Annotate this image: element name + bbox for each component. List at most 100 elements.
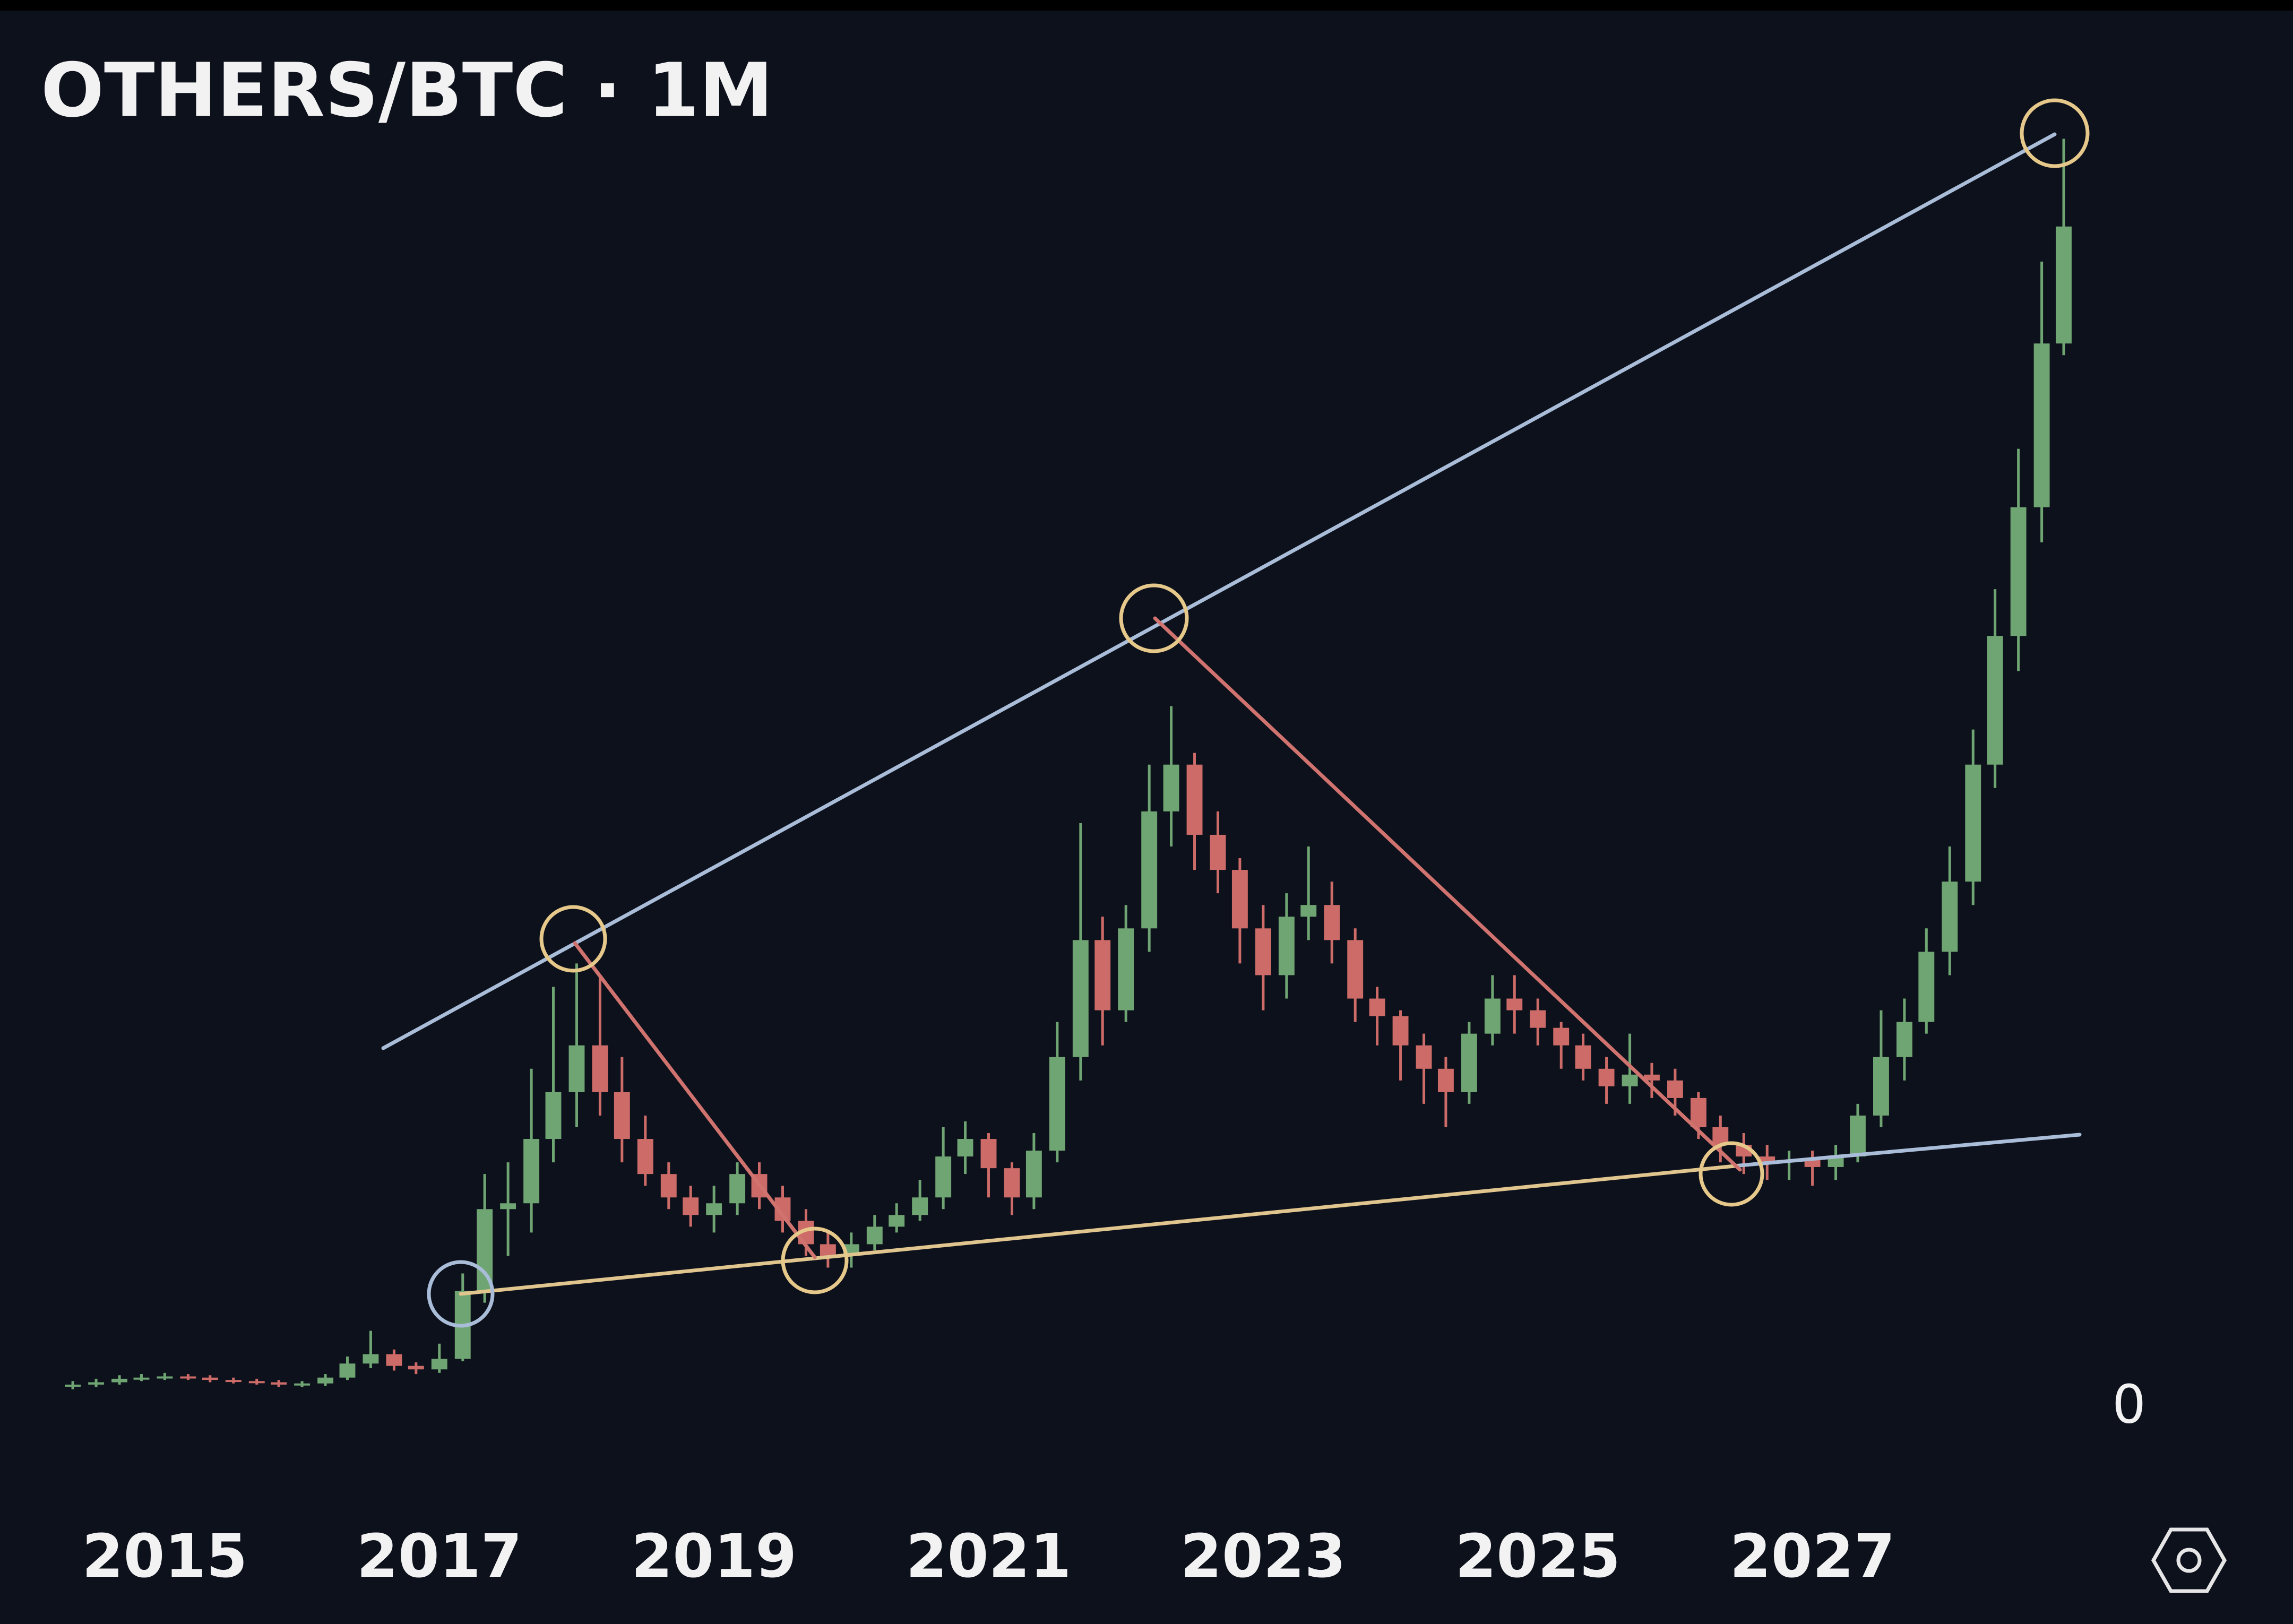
candle-body [1392, 1016, 1409, 1046]
candle-body [248, 1381, 265, 1384]
marker-circle [2020, 98, 2090, 168]
candle-body [2010, 507, 2027, 636]
upper-trendline [381, 132, 2057, 1050]
x-tick-label: 2017 [357, 1522, 522, 1591]
candle-body [866, 1226, 883, 1245]
candles [65, 139, 2072, 1389]
trendlines [381, 132, 2082, 1296]
candle-body [1461, 1033, 1477, 1092]
candle-body [133, 1377, 150, 1380]
candle-body [1987, 636, 2003, 765]
axes: 2015 2017 2019 2021 2023 2025 2027 0 [82, 1373, 2146, 1591]
candle-body [317, 1377, 334, 1384]
candle-body [1163, 764, 1179, 811]
candle-body [1873, 1057, 1889, 1116]
candle-body [180, 1376, 196, 1379]
candle-body [1575, 1045, 1591, 1069]
candle-body [1506, 998, 1523, 1010]
candle-body [706, 1203, 722, 1215]
candle-body [592, 1045, 608, 1092]
candle-body [1255, 928, 1271, 975]
candle-body [1437, 1068, 1454, 1092]
marker-circle [539, 905, 607, 973]
candle-body [1530, 1010, 1546, 1028]
x-tick-label: 2027 [1730, 1522, 1895, 1591]
candle-body [1690, 1098, 1706, 1127]
candle-body [568, 1045, 585, 1092]
hexagon [2151, 1527, 2227, 1593]
marker-circle [1119, 583, 1189, 653]
candle-body [1622, 1074, 1638, 1086]
candle-body [1072, 940, 1089, 1057]
candle-body [1347, 940, 1364, 999]
candle-body [271, 1382, 287, 1385]
candle-body [1896, 1022, 1912, 1057]
candle-body [431, 1359, 447, 1370]
candle-body [1025, 1151, 1042, 1198]
lower-trendline [459, 1163, 1742, 1296]
candle-body [1827, 1156, 1844, 1167]
y-tick-label: 0 [2112, 1373, 2146, 1435]
candle-body [1004, 1168, 1020, 1198]
candle-body [1598, 1068, 1615, 1086]
candle-body [1049, 1057, 1065, 1151]
candle-body [500, 1203, 516, 1210]
x-tick-label: 2015 [82, 1522, 248, 1591]
candle-body [1644, 1074, 1660, 1081]
top-strip [0, 0, 2293, 11]
candle-body [1416, 1045, 1432, 1069]
candle-body [88, 1382, 105, 1385]
lower-trendline-extension [1738, 1133, 2082, 1168]
marker-circle [781, 1226, 849, 1294]
candle-body [2033, 343, 2050, 507]
candle-body [202, 1377, 218, 1380]
candle-body [660, 1174, 677, 1198]
candle-body [980, 1139, 997, 1169]
candle-body [1369, 998, 1385, 1016]
candle-body [614, 1092, 630, 1139]
candle-body [820, 1244, 836, 1256]
candle-body [157, 1376, 173, 1379]
candle-body [1231, 870, 1248, 929]
candle-body [523, 1139, 540, 1204]
candle-body [912, 1197, 928, 1215]
candle-body [1942, 882, 1958, 952]
x-tick-label: 2019 [631, 1522, 797, 1591]
x-tick-label: 2023 [1180, 1522, 1346, 1591]
candle-body [1186, 764, 1203, 835]
candle-body [386, 1354, 402, 1366]
candle-body [363, 1354, 379, 1364]
candle-body [65, 1384, 81, 1387]
candle-body [1300, 905, 1317, 917]
candle-body [1324, 905, 1340, 940]
candle-body [729, 1174, 746, 1204]
candle-body [339, 1363, 356, 1378]
candle-body [1210, 834, 1226, 870]
settings-icon[interactable] [2151, 1527, 2227, 1593]
candle-body [1118, 928, 1134, 1010]
candle-body [1759, 1156, 1775, 1163]
chart-title: OTHERS/BTC · 1M [41, 48, 773, 134]
candle-body [1094, 940, 1111, 1010]
candle-body [683, 1197, 699, 1215]
marker-circle [1699, 1141, 1764, 1207]
candle-body [935, 1156, 952, 1198]
candle-body [408, 1366, 424, 1370]
candle-body [545, 1092, 562, 1139]
candle-body [1553, 1027, 1570, 1046]
candle-body [111, 1378, 128, 1383]
candle-body [1667, 1080, 1683, 1098]
x-tick-label: 2025 [1455, 1522, 1620, 1591]
candle-body [1804, 1160, 1821, 1167]
candle-body [1965, 764, 1981, 882]
candle-body [889, 1215, 905, 1227]
candle-body [1141, 811, 1158, 929]
candle-body [1484, 998, 1501, 1034]
marker-circle [427, 1260, 495, 1328]
candle-body [1278, 917, 1295, 975]
down-trendline [573, 941, 817, 1259]
candle-body [1850, 1115, 1866, 1157]
candle-body [294, 1383, 311, 1386]
